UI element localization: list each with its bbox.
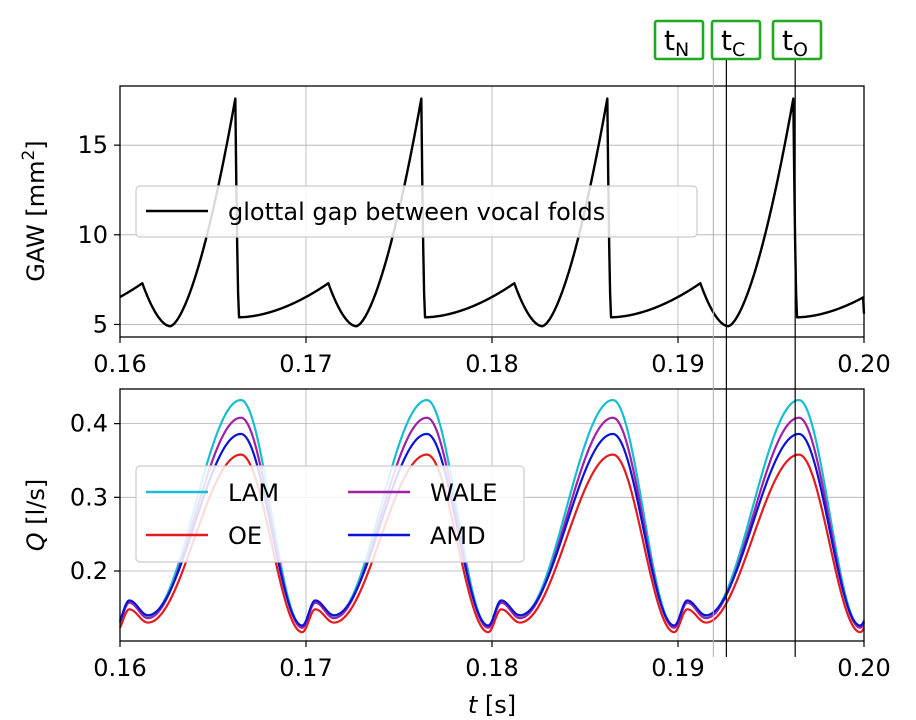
gaw-ytick-label: 15 [77, 131, 108, 159]
flow-xtick-label: 0.19 [651, 654, 704, 682]
flow-series-line-amd [118, 432, 865, 627]
flow-series-line-oe [118, 453, 865, 634]
flow-series [118, 398, 866, 634]
flow-legend-label: LAM [228, 479, 279, 507]
gaw-ytick-label: 5 [93, 310, 108, 338]
marker-tc-label: tC [721, 24, 745, 61]
gaw-xtick-label: 0.20 [837, 350, 890, 378]
gaw-ytick-label: 10 [77, 221, 108, 249]
flow-legend: LAM OE WALE AMD [135, 465, 525, 563]
flow-legend-label: AMD [430, 522, 486, 550]
gaw-y-axis-label: GAW [mm2] [19, 140, 50, 281]
marker-tc-box [710, 19, 762, 61]
time-markers: tN tC tO [653, 19, 823, 657]
flow-legend-label: WALE [430, 479, 497, 507]
flow-xtick-label: 0.17 [279, 654, 332, 682]
marker-to-box [771, 19, 823, 61]
flow-ticks: 0.16 0.17 0.18 0.19 0.20 0.2 0.3 0.4 [70, 410, 891, 682]
gaw-xtick-label: 0.17 [279, 350, 332, 378]
gaw-ticks: 0.16 0.17 0.18 0.19 0.20 5 10 15 [77, 131, 890, 378]
flow-y-axis-label: Q [l/s] [22, 479, 50, 552]
gaw-xtick-label: 0.16 [93, 350, 146, 378]
marker-to-label: tO [782, 24, 808, 61]
gaw-legend: glottal gap between vocal folds [135, 185, 698, 238]
gaw-xtick-label: 0.18 [465, 350, 518, 378]
flow-xtick-label: 0.20 [837, 654, 890, 682]
flow-legend-box [135, 465, 525, 563]
gaw-series-line [119, 97, 866, 328]
marker-tn-label: tN [664, 24, 689, 61]
flow-xtick-label: 0.18 [465, 654, 518, 682]
gaw-series [119, 97, 866, 328]
flow-x-axis-label: t [s] [468, 691, 516, 719]
marker-tn-box [653, 19, 705, 61]
flow-ytick-label: 0.3 [70, 483, 108, 511]
flow-legend-label: OE [228, 522, 262, 550]
flow-panel: 0.16 0.17 0.18 0.19 0.20 0.2 0.3 0.4 Q [l/s] t … [22, 388, 891, 719]
flow-ytick-label: 0.4 [70, 410, 108, 438]
gaw-legend-box [135, 185, 698, 238]
flow-xtick-label: 0.16 [93, 654, 146, 682]
flow-ytick-label: 0.2 [70, 557, 108, 585]
gaw-legend-label: glottal gap between vocal folds [228, 198, 605, 226]
gaw-panel: 0.16 0.17 0.18 0.19 0.20 5 10 15 GAW [mm2] glot… [19, 85, 891, 378]
gaw-xtick-label: 0.19 [651, 350, 704, 378]
